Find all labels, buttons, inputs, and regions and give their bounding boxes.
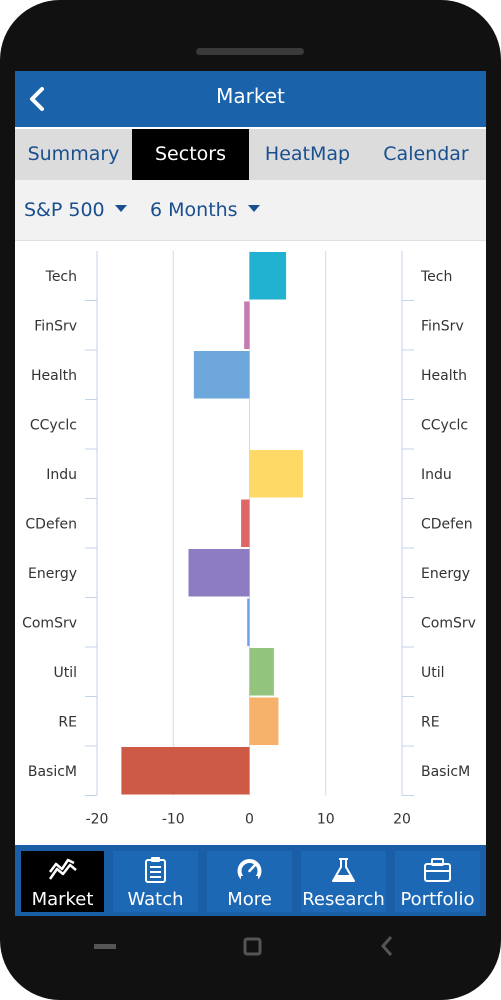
caret-down-icon	[114, 205, 127, 212]
bar-cdefen	[241, 499, 250, 547]
briefcase-icon	[424, 858, 451, 882]
period-dropdown[interactable]: 6 Months	[150, 180, 260, 240]
app-screen: Market Summary Sectors HeatMap Calendar …	[15, 71, 486, 916]
category-label-left: Indu	[46, 467, 77, 483]
category-label-right: RE	[421, 714, 440, 730]
category-label-left: FinSrv	[34, 318, 77, 334]
clipboard-icon	[145, 857, 166, 883]
x-tick-label: -10	[162, 812, 185, 828]
nav-label-market: Market	[31, 889, 94, 910]
category-label-right: Health	[421, 368, 467, 384]
category-label-left: ComSrv	[22, 615, 77, 631]
bar-health	[193, 351, 250, 399]
nav-research[interactable]: Research	[301, 851, 386, 912]
app-header: Market	[15, 71, 486, 127]
system-nav-bar	[0, 918, 501, 980]
bar-indu	[249, 450, 303, 498]
trend-chart-icon	[48, 858, 77, 880]
index-dropdown-label: S&P 500	[24, 199, 105, 221]
category-label-left: Health	[31, 368, 77, 384]
back-system-icon[interactable]	[94, 944, 116, 949]
home-system-icon[interactable]	[243, 937, 262, 956]
tab-sectors[interactable]: Sectors	[132, 129, 249, 180]
gauge-icon	[237, 859, 262, 883]
period-dropdown-label: 6 Months	[150, 199, 238, 221]
tab-summary[interactable]: Summary	[27, 143, 120, 165]
category-label-left: Energy	[28, 566, 77, 582]
bar-comsrv	[247, 598, 250, 646]
back-button[interactable]	[23, 81, 53, 117]
tab-bar: Summary Sectors HeatMap Calendar	[15, 129, 486, 180]
flask-icon	[332, 858, 355, 882]
bar-energy	[188, 549, 250, 597]
category-label-right: FinSrv	[421, 318, 464, 334]
bar-tech	[249, 252, 287, 300]
category-label-left: Tech	[45, 269, 77, 285]
page-title: Market	[216, 84, 285, 108]
bar-basicm	[121, 747, 250, 795]
category-label-left: BasicM	[28, 764, 77, 780]
nav-watch[interactable]: Watch	[113, 851, 198, 912]
nav-label-watch: Watch	[127, 889, 184, 910]
category-label-left: CDefen	[25, 516, 77, 532]
nav-label-portfolio: Portfolio	[400, 889, 475, 910]
category-label-right: Tech	[420, 269, 452, 285]
category-label-left: Util	[53, 665, 77, 681]
nav-label-research: Research	[302, 889, 385, 910]
recent-system-icon[interactable]	[380, 936, 393, 956]
bottom-nav: Market Watch More	[15, 845, 486, 916]
nav-market[interactable]: Market	[21, 851, 104, 912]
nav-label-more: More	[227, 889, 272, 910]
nav-more[interactable]: More	[207, 851, 292, 912]
tab-heatmap[interactable]: HeatMap	[264, 143, 351, 165]
category-label-right: CDefen	[421, 516, 473, 532]
chart-svg: Tech Tech FinSrv FinSrv Health Health CCyclc CC…	[22, 251, 476, 828]
bar-re	[249, 697, 279, 745]
sector-performance-chart: Tech Tech FinSrv FinSrv Health Health CCyclc CC…	[15, 241, 486, 846]
tab-calendar[interactable]: Calendar	[383, 143, 469, 165]
x-tick-label: 20	[393, 812, 411, 828]
nav-portfolio[interactable]: Portfolio	[395, 851, 480, 912]
speaker-grille	[196, 48, 304, 55]
category-label-right: Indu	[421, 467, 452, 483]
x-tick-label: 10	[317, 812, 335, 828]
category-label-left: CCyclc	[30, 417, 77, 433]
category-label-right: BasicM	[421, 764, 470, 780]
caret-down-icon	[247, 205, 260, 212]
bar-finsrv	[244, 301, 250, 349]
bar-util	[249, 648, 274, 696]
filter-bar: S&P 500 6 Months	[15, 180, 486, 241]
x-tick-label: -20	[86, 812, 109, 828]
index-dropdown[interactable]: S&P 500	[24, 180, 127, 240]
category-label-left: RE	[58, 714, 77, 730]
x-tick-label: 0	[245, 812, 254, 828]
system-nav-svg	[94, 936, 393, 956]
category-label-right: Util	[421, 665, 445, 681]
category-label-right: Energy	[421, 566, 470, 582]
chevron-left-icon	[30, 87, 44, 111]
category-label-right: ComSrv	[421, 615, 476, 631]
category-label-right: CCyclc	[421, 417, 468, 433]
